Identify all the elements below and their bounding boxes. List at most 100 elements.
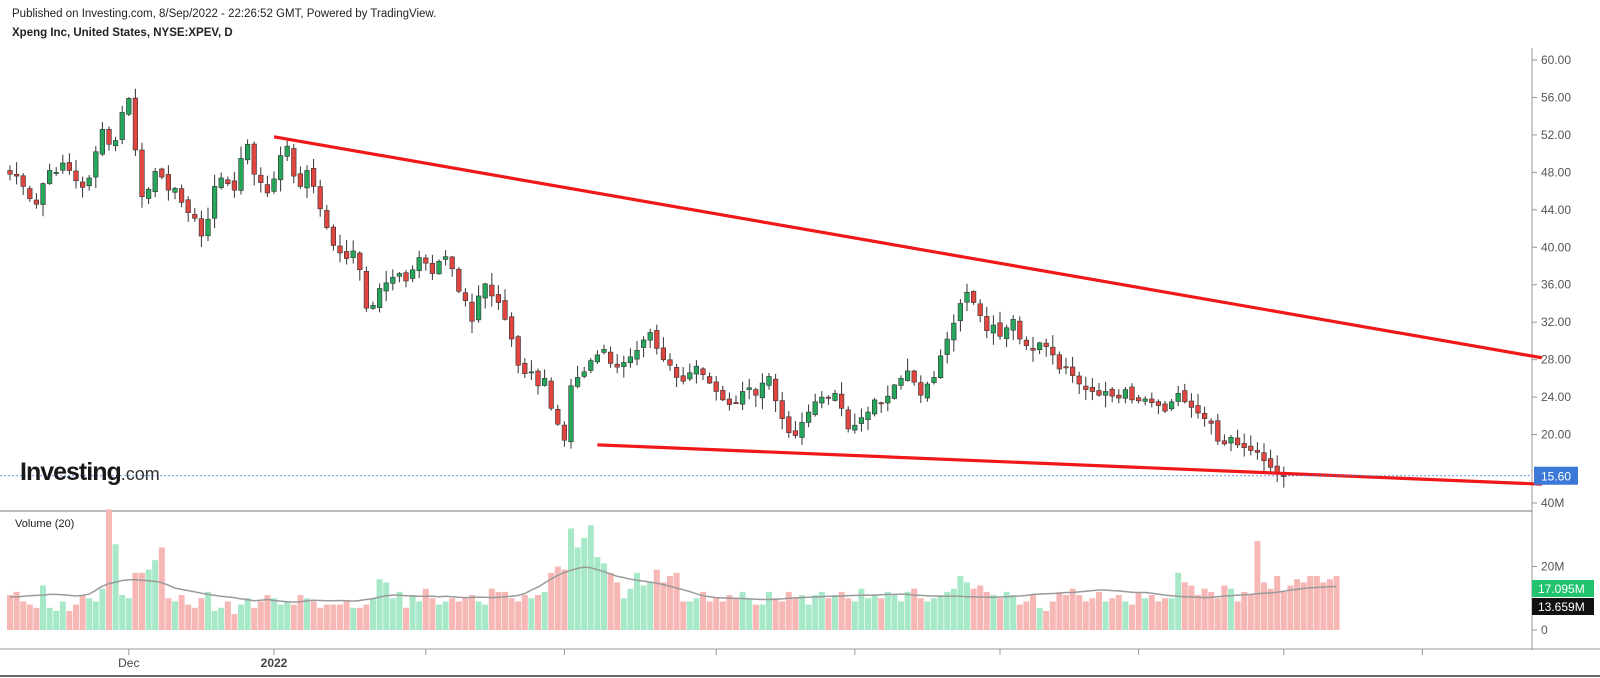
axes: 60.00 56.00 52.00 48.00 44.00 40.00 36.00 32.00… xyxy=(118,53,1594,670)
volume-bar xyxy=(917,598,924,630)
volume-bar xyxy=(1069,588,1076,630)
volume-bar xyxy=(33,607,40,630)
candle-body xyxy=(1261,452,1267,462)
volume-bar xyxy=(191,607,198,630)
instrument-title: Xpeng Inc, United States, NYSE:XPEV, D xyxy=(12,27,233,39)
volume-tick-label: 0 xyxy=(1541,623,1548,637)
candle-body xyxy=(561,424,567,441)
volume-bar xyxy=(937,595,944,630)
volume-bar xyxy=(277,604,284,630)
volume-bar xyxy=(568,528,574,630)
volume-bar xyxy=(766,591,772,630)
candle-body xyxy=(878,402,884,405)
volume-bar xyxy=(1089,598,1096,630)
volume-bar xyxy=(502,591,508,630)
candle-body xyxy=(1076,375,1082,385)
volume-bar xyxy=(370,598,376,630)
volume-bar xyxy=(1109,598,1116,630)
volume-bar xyxy=(845,598,852,630)
candle-body xyxy=(198,218,205,237)
candle-body xyxy=(687,372,693,380)
volume-bar xyxy=(1214,598,1221,630)
candle-body xyxy=(654,330,660,349)
candle-body xyxy=(172,187,178,193)
candle-body xyxy=(264,184,271,194)
candle-body xyxy=(146,188,152,199)
candle-body xyxy=(832,393,838,401)
volume-bar xyxy=(376,579,383,630)
volume-bar xyxy=(1188,585,1195,630)
volume-bar xyxy=(290,604,297,630)
candle-body xyxy=(304,170,310,189)
volume-bar xyxy=(957,576,964,630)
candle-body xyxy=(469,301,475,322)
candle-body xyxy=(951,322,957,341)
trendline-lower xyxy=(597,443,1542,486)
volume-bar xyxy=(475,601,482,630)
volume-bars xyxy=(7,509,1340,630)
volume-bar xyxy=(614,582,621,630)
volume-tick-label: 20M xyxy=(1541,560,1564,574)
candle-body xyxy=(475,295,482,321)
candle-body xyxy=(1083,385,1089,390)
volume-bar xyxy=(1168,598,1175,630)
volume-bar xyxy=(132,572,139,630)
volume-bar xyxy=(363,604,370,630)
candle-body xyxy=(548,380,554,409)
volume-bar xyxy=(1287,585,1294,630)
volume-bar xyxy=(59,601,66,630)
candle-body xyxy=(218,177,224,188)
volume-bar xyxy=(403,607,409,630)
volume-bar xyxy=(825,598,832,630)
volume-bar xyxy=(1096,591,1102,630)
volume-bar xyxy=(165,598,172,630)
candle-body xyxy=(73,170,79,182)
candle-body xyxy=(673,367,680,378)
candle-body xyxy=(376,288,383,308)
volume-bar xyxy=(686,601,693,630)
volume-bar xyxy=(812,595,819,630)
volume-bar xyxy=(620,598,627,630)
volume-bar xyxy=(785,591,792,630)
candle-body xyxy=(990,324,996,334)
price-candles xyxy=(7,88,1287,488)
price-tick-label: 60.00 xyxy=(1541,53,1571,67)
volume-bar xyxy=(627,588,634,630)
volume-bar xyxy=(594,556,601,630)
volume-bar xyxy=(409,595,416,630)
volume-bar xyxy=(1056,591,1063,630)
candle-body xyxy=(1089,387,1095,392)
candle-body xyxy=(343,251,350,259)
volume-bar xyxy=(139,572,145,630)
candle-body xyxy=(647,332,653,341)
volume-bar xyxy=(713,598,720,630)
volume-bar xyxy=(1010,595,1017,630)
candle-body xyxy=(192,214,198,219)
volume-bar xyxy=(257,601,264,630)
volume-bar xyxy=(218,607,225,630)
volume-bar xyxy=(211,610,218,630)
volume-bar xyxy=(99,588,106,630)
volume-bar xyxy=(1115,595,1122,630)
candle-body xyxy=(310,168,317,187)
volume-bar xyxy=(990,595,997,630)
volume-bar xyxy=(726,595,733,630)
volume-bar xyxy=(746,598,753,630)
volume-bar xyxy=(931,598,937,630)
candle-body xyxy=(706,376,713,384)
price-tick-label: 20.00 xyxy=(1541,428,1571,442)
volume-bar xyxy=(1320,582,1327,630)
volume-bar xyxy=(799,595,805,630)
candle-body xyxy=(522,362,528,374)
candle-body xyxy=(1228,437,1234,444)
volume-bar xyxy=(251,607,258,630)
volume-bar xyxy=(515,601,522,630)
candle-body xyxy=(113,140,119,147)
volume-bar xyxy=(1122,601,1129,630)
candle-body xyxy=(403,272,409,282)
volume-bar xyxy=(1023,601,1030,630)
volume-bar xyxy=(284,601,291,630)
volume-bar xyxy=(469,595,475,630)
volume-bar xyxy=(653,569,660,630)
